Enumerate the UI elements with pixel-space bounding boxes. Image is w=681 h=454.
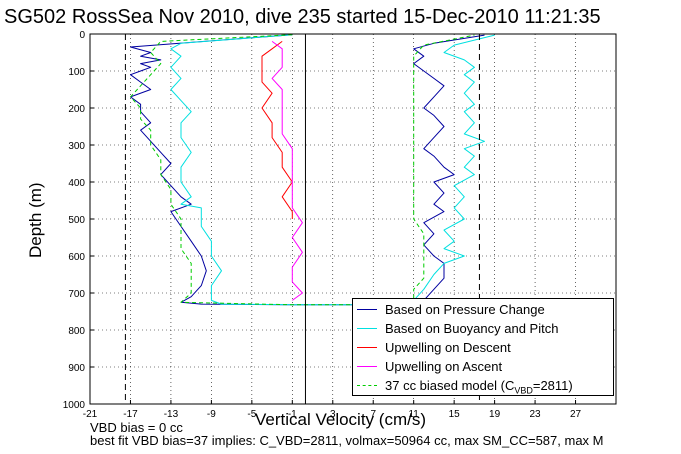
y-tick-label: 0 xyxy=(79,30,85,41)
y-tick-label: 400 xyxy=(68,178,85,189)
legend-label: Based on Buoyancy and Pitch xyxy=(385,321,559,336)
legend-swatch xyxy=(357,366,377,367)
x-tick-label: -17 xyxy=(123,409,138,420)
x-tick-label: 23 xyxy=(530,409,542,420)
x-tick-label: -13 xyxy=(164,409,179,420)
y-tick-label: 900 xyxy=(68,363,85,374)
legend-item: Upwelling on Descent xyxy=(353,339,613,357)
x-tick-label: -9 xyxy=(207,409,216,420)
legend-item: Based on Buoyancy and Pitch xyxy=(353,320,613,338)
y-tick-label: 500 xyxy=(68,215,85,226)
series-layer xyxy=(130,34,495,306)
x-tick-label: 7 xyxy=(370,409,376,420)
x-tick-label: -21 xyxy=(83,409,98,420)
y-tick-label: 600 xyxy=(68,252,85,263)
legend-swatch xyxy=(357,309,377,310)
x-axis-label: Vertical Velocity (cm/s) xyxy=(255,410,426,429)
y-axis-label: Depth (m) xyxy=(26,182,45,258)
legend: Based on Pressure Change Based on Buoyanc… xyxy=(352,298,614,396)
series-line-2 xyxy=(170,34,495,306)
legend-item: Based on Pressure Change xyxy=(353,301,613,319)
y-tick-label: 100 xyxy=(68,67,85,78)
legend-swatch xyxy=(357,347,377,348)
legend-item: 37 cc biased model (CVBD=2811) xyxy=(353,377,613,396)
y-tick-label: 1000 xyxy=(63,400,86,411)
legend-label: Upwelling on Ascent xyxy=(385,359,503,374)
y-tick-label: 300 xyxy=(68,141,85,152)
legend-subscript: VBD xyxy=(514,385,533,396)
x-tick-label: 3 xyxy=(330,409,336,420)
y-tick-label: 800 xyxy=(68,326,85,337)
legend-item: Upwelling on Ascent xyxy=(353,358,613,376)
footer-line-1: VBD bias = 0 cc xyxy=(90,420,183,435)
series-line-1 xyxy=(130,34,485,306)
x-tick-labels: -21 -17 -13 -9 -5 -1 3 7 11 15 19 23 27 xyxy=(83,400,582,420)
reference-lines xyxy=(124,34,480,404)
y-tick-label: 200 xyxy=(68,104,85,115)
series-line-3 xyxy=(261,40,293,219)
chart-title: SG502 RossSea Nov 2010, dive 235 started… xyxy=(4,6,601,28)
legend-label: Based on Pressure Change xyxy=(385,302,545,317)
legend-label: 37 cc biased model (CVBD=2811) xyxy=(385,378,573,396)
x-tick-label: 11 xyxy=(408,409,419,420)
legend-label: Upwelling on Descent xyxy=(385,340,511,355)
x-tick-label: -5 xyxy=(247,409,256,420)
series-line-5 xyxy=(130,34,475,306)
x-tick-label: 27 xyxy=(570,409,582,420)
x-tick-label: 15 xyxy=(449,409,461,420)
footer-line-2: best fit VBD bias=37 implies: C_VBD=2811… xyxy=(90,433,604,448)
legend-swatch xyxy=(357,328,377,329)
y-tick-label: 700 xyxy=(68,289,85,300)
series-line-4 xyxy=(271,40,303,301)
x-tick-label: 19 xyxy=(489,409,501,420)
x-tick-label: -1 xyxy=(288,409,297,420)
y-tick-labels: 0 100 200 300 400 500 600 700 800 900 1000 xyxy=(63,30,94,411)
legend-swatch xyxy=(357,385,377,386)
